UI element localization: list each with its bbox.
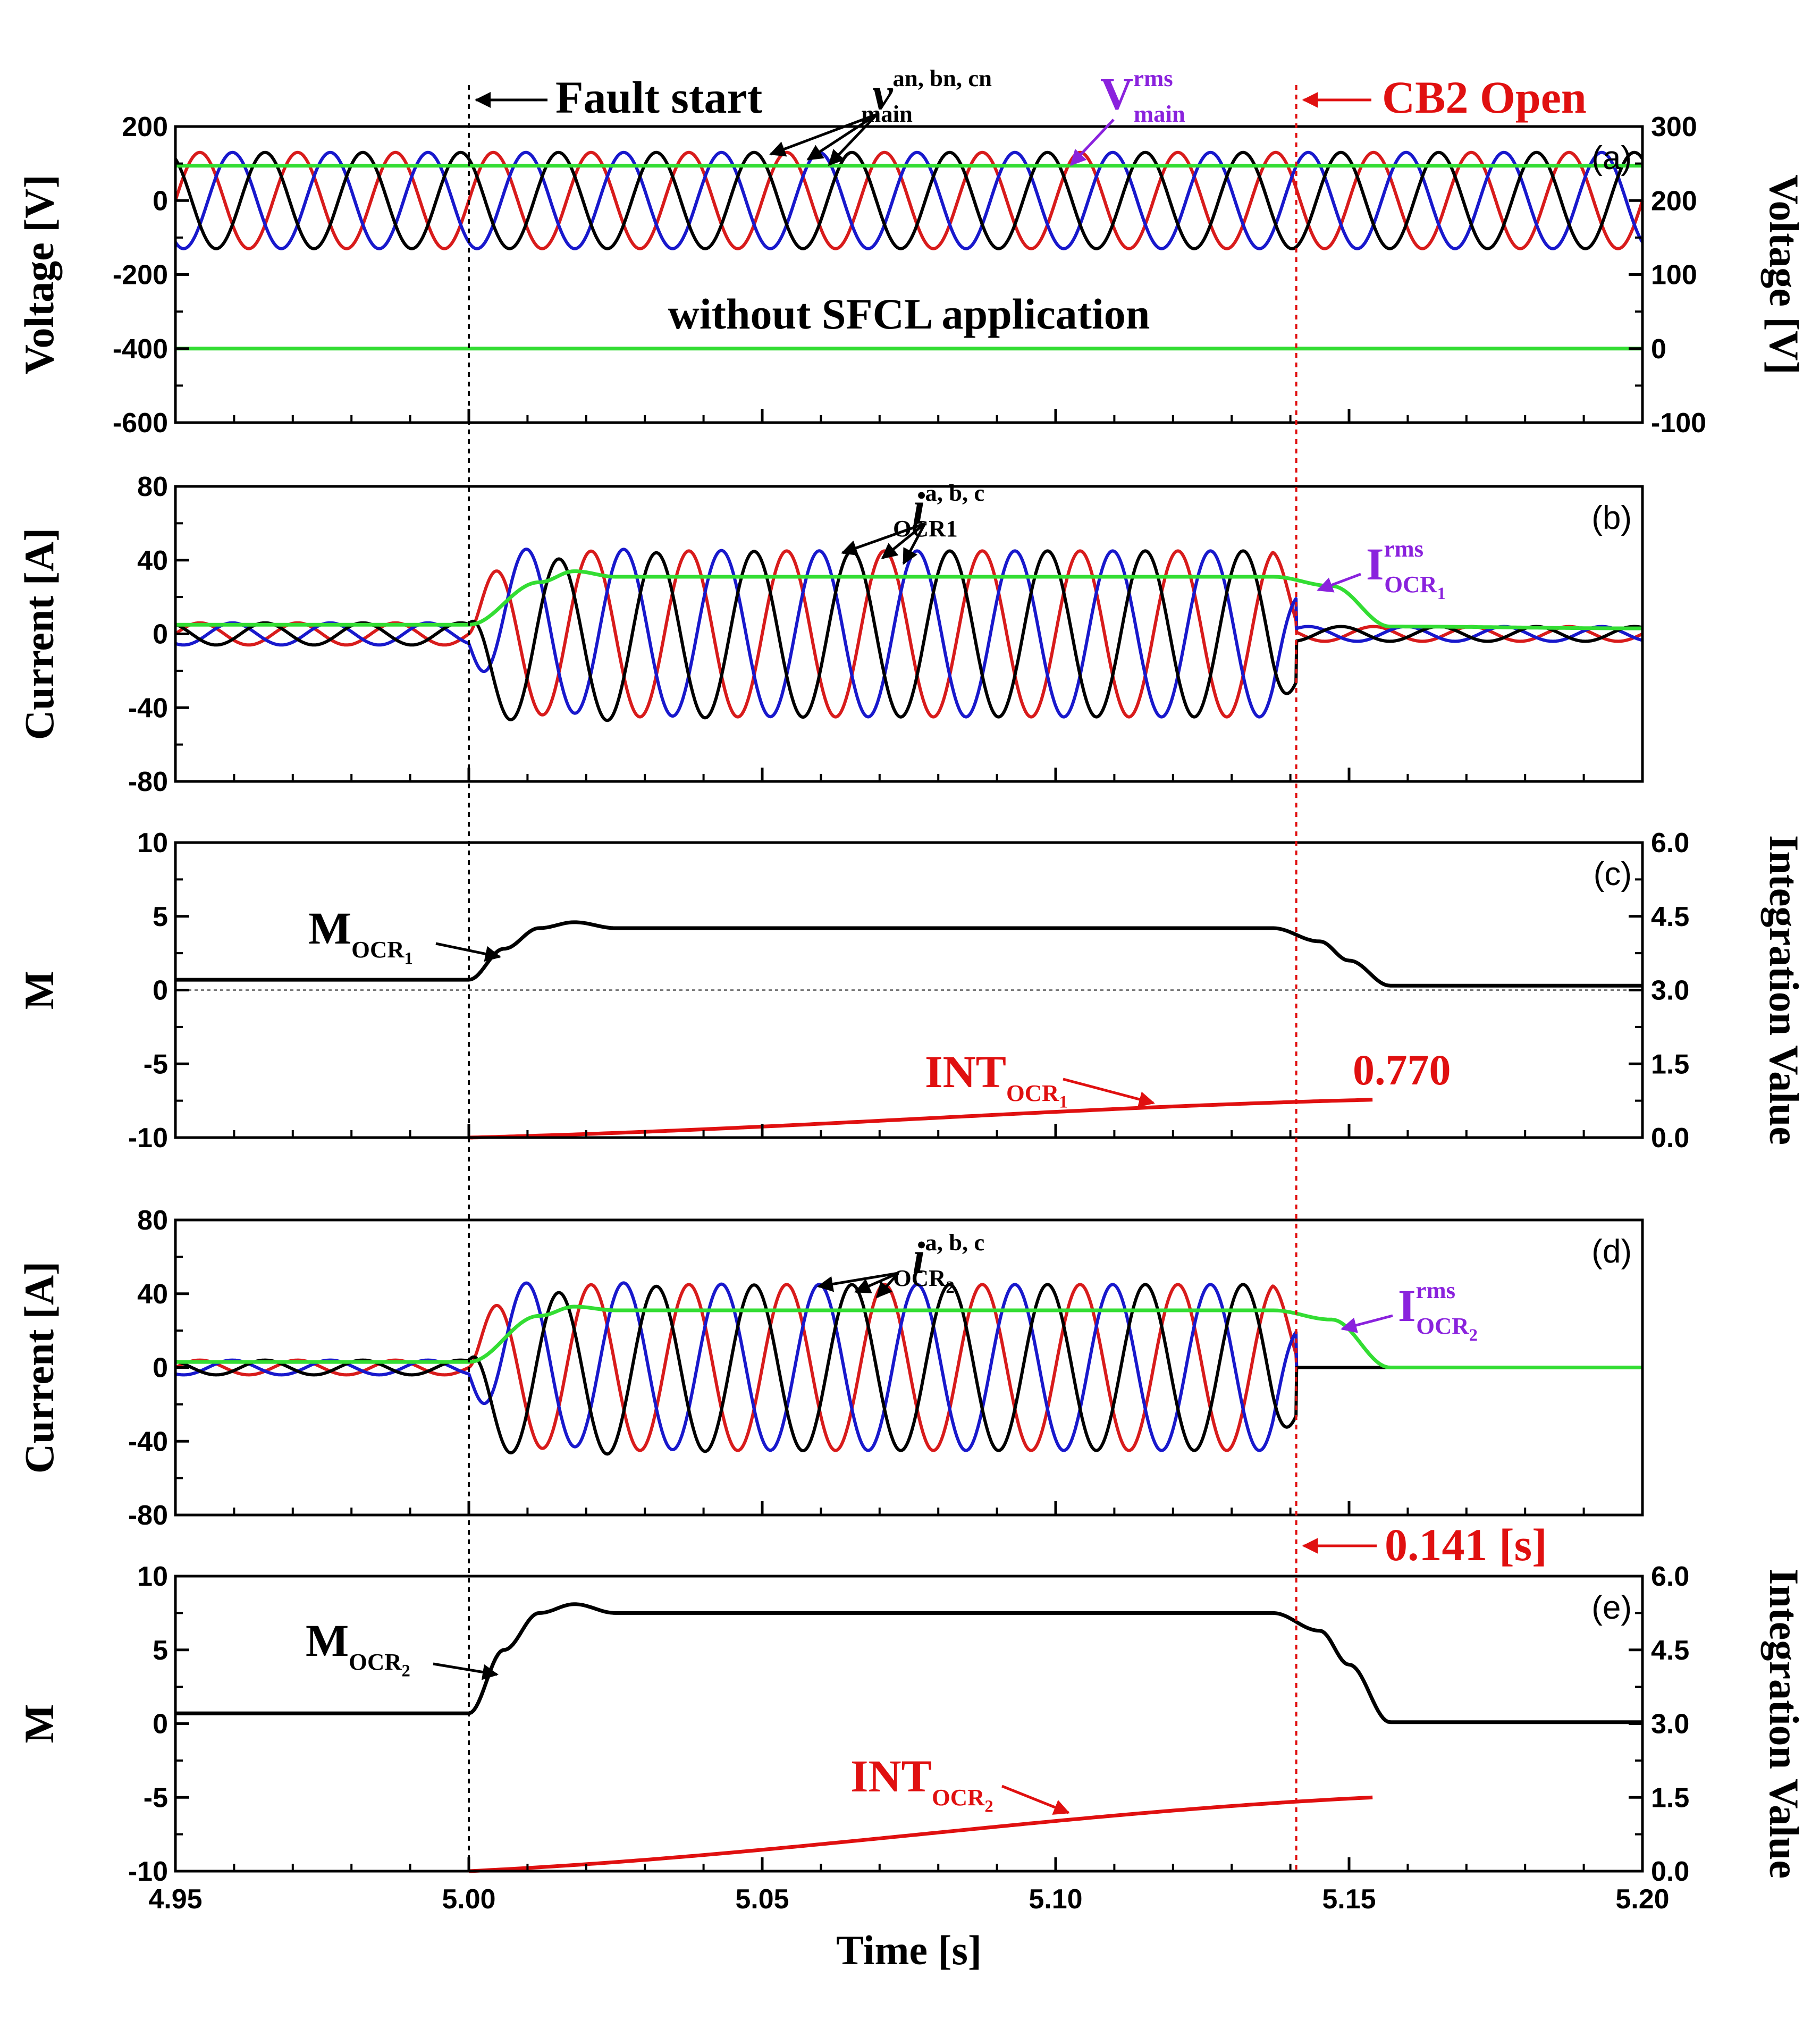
- panel-4-ylabel: Current [A]: [16, 1261, 62, 1474]
- xtick-label: 5.05: [735, 1884, 789, 1915]
- x-axis-title: Time [s]: [836, 1927, 982, 1973]
- panel-1-ytick-label: 0: [153, 186, 168, 216]
- label-m-ocr2: MOCR2: [306, 1615, 410, 1681]
- label-int-ocr2: INTOCR2: [850, 1750, 993, 1816]
- panel-1-phase-b-line: [174, 150, 1644, 250]
- panel-3-ytick-label: 5: [153, 902, 168, 932]
- panel-3-y2tick-label: 1.5: [1651, 1049, 1689, 1080]
- panel-1-y2tick-label: 100: [1651, 260, 1697, 291]
- xtick-label: 5.10: [1029, 1884, 1082, 1915]
- panel-5-y2label: Integration Value: [1761, 1569, 1807, 1879]
- panel-2-tag: (b): [1591, 500, 1632, 536]
- panel-2-ytick-label: 40: [137, 545, 168, 576]
- panel-5-integration-line: [468, 1795, 1373, 1873]
- xtick-label: 5.00: [442, 1884, 495, 1915]
- panel-3-ytick-label: 0: [153, 975, 168, 1006]
- panel-5-ytick-label: 0: [153, 1709, 168, 1740]
- panel-4-ytick-label: 80: [137, 1205, 168, 1236]
- panel-2-rms-line: [175, 569, 1642, 630]
- panel-4-ytick-label: -80: [128, 1500, 168, 1531]
- panel-5-y2tick-label: 1.5: [1651, 1782, 1689, 1813]
- panel-5-ytick-label: -5: [144, 1782, 168, 1813]
- panel-1-y2label: Voltage [V]: [1761, 174, 1807, 374]
- xtick-label: 5.15: [1322, 1884, 1376, 1915]
- cb2-open-label: CB2 Open: [1382, 72, 1587, 123]
- panel-3-ytick-label: -10: [128, 1123, 168, 1154]
- panel-3-ylabel: M: [16, 971, 62, 1010]
- panel-2-ytick-label: 0: [153, 619, 168, 650]
- panel-1-phase-a-line: [174, 150, 1644, 250]
- panel-2-ytick-label: 80: [137, 472, 168, 502]
- label-m-ocr1: MOCR1: [308, 903, 413, 969]
- panel-5-ytick-label: 10: [137, 1561, 168, 1592]
- label-i-ocr1: ia, b, c OCR1: [893, 479, 984, 542]
- panel-3-y2tick-label: 3.0: [1651, 975, 1689, 1006]
- panel-3-y2tick-label: 6.0: [1651, 828, 1689, 858]
- panel-3-ytick-label: -5: [144, 1049, 168, 1080]
- panel-1-y2tick-label: 300: [1651, 112, 1697, 142]
- panel-4-ytick-label: 0: [153, 1353, 168, 1384]
- xtick-label: 4.95: [148, 1884, 202, 1915]
- label-v-rms-main: Vrms main: [1100, 65, 1185, 127]
- panel-4-ytick-label: -40: [128, 1426, 168, 1457]
- panel-4-ytick-label: 40: [137, 1279, 168, 1310]
- label-v-main: van, bn, cn main: [861, 65, 992, 127]
- label-i-ocr2: ia, b, c OCR2: [893, 1229, 984, 1297]
- panel-5-tag: (e): [1591, 1589, 1632, 1626]
- panel-1-ytick-label: 200: [122, 112, 168, 142]
- panel-3-y2label: Integration Value: [1761, 835, 1807, 1145]
- panel-5-y2tick-label: 0.0: [1651, 1856, 1689, 1887]
- panel-1-ytick-label: -400: [113, 334, 168, 365]
- panel-5-y2tick-label: 6.0: [1651, 1561, 1689, 1592]
- label-i-rms-ocr2: Irms OCR2: [1398, 1277, 1478, 1345]
- panel-5-ytick-label: 5: [153, 1635, 168, 1666]
- panel-3-tag: (c): [1594, 856, 1632, 893]
- panel-1-ytick-label: -200: [113, 260, 168, 291]
- label-int-ocr1: INTOCR1: [925, 1046, 1068, 1112]
- panel-1-tag: (a): [1591, 140, 1632, 176]
- panel-1-y2tick-label: -100: [1651, 408, 1706, 439]
- xtick-label: 5.20: [1615, 1884, 1669, 1915]
- duration-label: 0.141 [s]: [1385, 1519, 1547, 1570]
- panel-1-phase-c-line: [174, 150, 1644, 250]
- panel-5-y2tick-label: 4.5: [1651, 1635, 1689, 1666]
- panel-3-y2tick-label: 4.5: [1651, 902, 1689, 932]
- panel-2-ytick-label: -80: [128, 767, 168, 797]
- panel-3-y2tick-label: 0.0: [1651, 1123, 1689, 1154]
- panel-1-ylabel: Voltage [V]: [16, 174, 62, 374]
- panel-3-integration-line: [468, 1098, 1373, 1140]
- panel-5-ylabel: M: [16, 1704, 62, 1744]
- panel-2-ytick-label: -40: [128, 693, 168, 723]
- panel-4-rms-line: [175, 1304, 1642, 1369]
- panel-3-ytick-label: 10: [137, 828, 168, 858]
- panel-3-m-line: [175, 920, 1642, 988]
- panel-1-frame: [174, 125, 1644, 424]
- panel-4-tag: (d): [1591, 1233, 1632, 1270]
- panel-5-ytick-label: -10: [128, 1856, 168, 1887]
- int-ocr1-value: 0.770: [1353, 1046, 1451, 1094]
- panel-1-y2tick-label: 0: [1651, 334, 1666, 365]
- panel-2-ylabel: Current [A]: [16, 528, 62, 740]
- panel-5-m-line: [175, 1602, 1642, 1724]
- panel-2-phase-c-line: [174, 549, 1644, 722]
- panel-2-phase-a-line: [174, 549, 1644, 719]
- annotation-layer: Fault start CB2 Open 0.141 [s] van, bn, cn m…: [306, 65, 1587, 1871]
- fault-start-label: Fault start: [555, 72, 763, 123]
- panel-1-ytick-label: -600: [113, 408, 168, 439]
- label-i-rms-ocr1: Irms OCR1: [1366, 535, 1446, 603]
- panel-1-y2tick-label: 200: [1651, 186, 1697, 216]
- plot-layer: [174, 150, 1644, 1873]
- annotation-without-sfcl: without SFCL application: [668, 290, 1150, 338]
- panel-5-y2tick-label: 3.0: [1651, 1709, 1689, 1740]
